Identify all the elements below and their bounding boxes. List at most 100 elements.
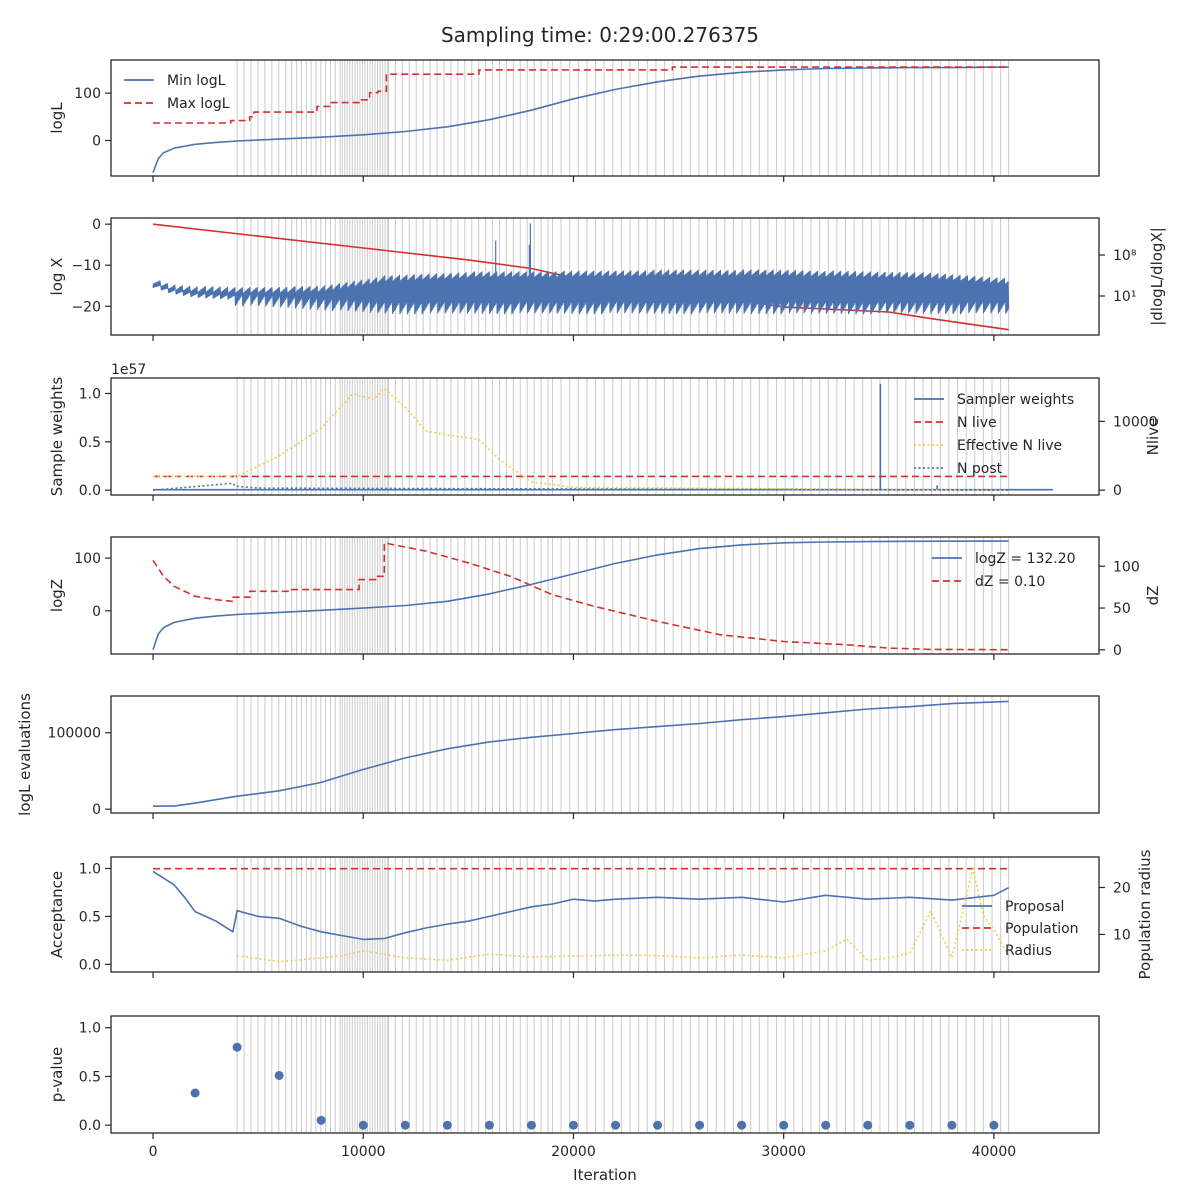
insertion-lines — [236, 1016, 1010, 1133]
plot-area — [153, 696, 1010, 813]
legend-label: logZ = 132.20 — [975, 551, 1076, 567]
panel-acceptance: 0.0 0.5 1.0 10 20 Acceptance Population radius… — [48, 849, 1154, 979]
p-value-point — [232, 1042, 242, 1052]
series-logz-0 — [152, 540, 1009, 651]
right-y-ticks: 10 20 — [1099, 881, 1131, 943]
x-ticks — [152, 495, 995, 501]
right-y-ticks: 0 10000 — [1099, 414, 1158, 499]
p-value-point — [358, 1120, 368, 1130]
y-tick-label: 0 — [92, 604, 101, 620]
p-value-point — [274, 1070, 284, 1080]
insertion-lines — [236, 60, 1010, 176]
legend-weights: Sampler weights N live Effective N live N p… — [914, 392, 1074, 477]
legend-logl: Min logL Max logL — [124, 73, 230, 112]
legend-label: N live — [957, 415, 997, 431]
right-tick-label: 20 — [1113, 881, 1131, 897]
insertion-lines — [236, 696, 1010, 813]
panel-logl: 0 100 logL Min logL Max logL — [48, 59, 1100, 182]
y-axis-label: p-value — [48, 1047, 66, 1103]
insertion-lines — [236, 537, 1010, 654]
y-axis-label: log X — [48, 258, 66, 296]
legend-label: N post — [957, 461, 1003, 477]
p-value-point — [400, 1120, 410, 1130]
series-logz-1 — [152, 542, 1009, 651]
legend-logz: logZ = 132.20 dZ = 0.10 — [932, 551, 1076, 590]
x-tick-label: 40000 — [972, 1144, 1017, 1160]
y-ticks: 0.0 0.5 1.0 — [79, 862, 111, 973]
p-value-point — [484, 1120, 494, 1130]
right-tick-label: 0 — [1113, 643, 1122, 659]
panel-pvalue: 0 10000 20000 30000 40000 0.0 0.5 1.0 p-value — [48, 1015, 1100, 1160]
series-evals-0 — [153, 700, 1009, 807]
p-value-point — [568, 1120, 578, 1130]
axes-frame — [110, 217, 1100, 336]
x-ticks — [152, 335, 995, 341]
y-tick-label: 1.0 — [79, 862, 101, 878]
insertion-lines — [236, 378, 1010, 495]
legend-label: Sampler weights — [957, 392, 1074, 408]
p-value-point — [779, 1120, 789, 1130]
y-ticks: 0 100 — [74, 86, 111, 149]
x-ticks — [152, 972, 995, 978]
x-ticks — [152, 176, 995, 182]
right-tick-label: 50 — [1113, 601, 1131, 617]
legend-label: Radius — [1005, 943, 1052, 959]
right-axis-label: |dlogL/dlogX| — [1148, 227, 1166, 326]
offset-text: 1e57 — [111, 362, 146, 378]
insertion-lines — [236, 218, 1010, 335]
panel-weights: 0.0 0.5 1.0 0 10000 Sample weights Nlive 1e57 Sa… — [48, 362, 1162, 501]
y-axis-label: logL — [48, 102, 66, 134]
y-tick-label: 0 — [92, 133, 101, 149]
p-value-point — [737, 1120, 747, 1130]
right-axis-label: dZ — [1144, 586, 1162, 606]
legend-label: Population — [1005, 921, 1079, 937]
series-logl-1 — [153, 66, 1009, 124]
x-tick-label: 30000 — [761, 1144, 806, 1160]
right-axis-label: Population radius — [1136, 849, 1154, 979]
right-tick-label: 100 — [1113, 559, 1140, 575]
gradient-band — [152, 269, 1010, 315]
p-value-point — [316, 1115, 326, 1125]
axes-frame — [110, 59, 1100, 177]
y-tick-label: −10 — [71, 258, 101, 274]
x-axis-label: Iteration — [573, 1166, 637, 1184]
y-tick-label: 1.0 — [79, 386, 101, 402]
panel-logx: 0 −10 −20 10⁸ 10¹ log X |dlogL/dlogX| — [48, 217, 1166, 341]
axes-frame — [110, 1015, 1100, 1134]
p-value-point — [863, 1120, 873, 1130]
y-ticks: 0 100000 — [48, 726, 111, 818]
y-axis-label: logZ — [48, 579, 66, 612]
p-value-point — [905, 1120, 915, 1130]
p-value-point — [442, 1120, 452, 1130]
y-ticks: 0 100 — [74, 551, 111, 620]
axes-frame — [110, 377, 1100, 496]
x-tick-label: 10000 — [341, 1144, 386, 1160]
p-value-point — [653, 1120, 663, 1130]
plot-area — [190, 1016, 1010, 1133]
series-weights-3 — [152, 482, 1009, 491]
legend-acceptance: Proposal Population Radius — [962, 899, 1079, 959]
y-tick-label: 1.0 — [79, 1021, 101, 1037]
p-value-point — [989, 1120, 999, 1130]
p-value-point — [695, 1120, 705, 1130]
y-tick-label: 100 — [74, 86, 101, 102]
plot-area — [152, 378, 1054, 495]
series-acceptance-2 — [236, 867, 1010, 963]
series-acceptance-0 — [152, 870, 1009, 941]
panel-evals: 0 100000 logL evaluations — [16, 693, 1100, 819]
p-value-point — [821, 1120, 831, 1130]
insertion-lines — [236, 857, 1010, 972]
axes-frame — [110, 536, 1100, 655]
legend-label: Effective N live — [957, 438, 1062, 454]
right-y-ticks: 0 50 100 — [1099, 559, 1140, 659]
panel-logz: 0 100 0 50 100 logZ dZ logZ = 132.20 dZ = 0.10 — [48, 536, 1162, 660]
series-weights-2 — [153, 387, 1009, 491]
series-logl-0 — [152, 66, 1009, 173]
y-axis-label: Acceptance — [48, 871, 66, 958]
y-axis-label: Sample weights — [48, 377, 66, 497]
y-tick-label: 0.5 — [79, 435, 101, 451]
right-axis-label: Nlive — [1144, 418, 1162, 456]
right-tick-label: 10000 — [1113, 414, 1158, 430]
right-tick-label: 10¹ — [1113, 289, 1136, 305]
